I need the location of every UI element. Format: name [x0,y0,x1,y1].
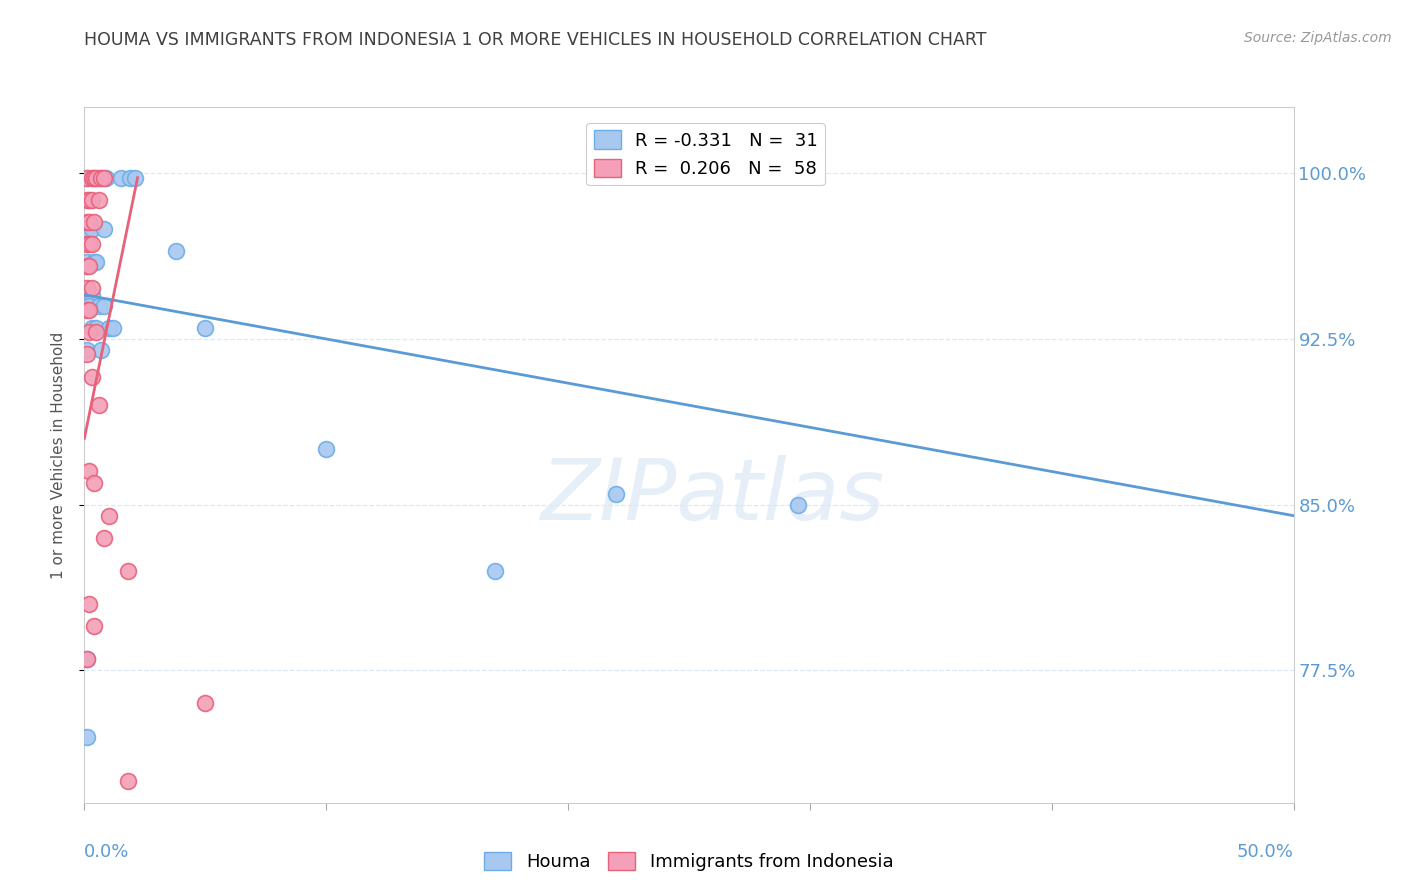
Point [77,597,100,611]
Point [87,299,110,313]
Point [605,486,627,500]
Legend: Houma, Immigrants from Indonesia: Houma, Immigrants from Indonesia [477,845,901,879]
Point [76,254,98,268]
Point [77,303,100,318]
Point [124,170,146,185]
Point [76,259,98,273]
Point [86,170,108,185]
Point [77,237,100,252]
Point [77,193,100,207]
Point [83,475,105,490]
Point [77,326,100,340]
Point [76,170,98,185]
Point [76,237,98,252]
Point [80,193,103,207]
Text: HOUMA VS IMMIGRANTS FROM INDONESIA 1 OR MORE VEHICLES IN HOUSEHOLD CORRELATION C: HOUMA VS IMMIGRANTS FROM INDONESIA 1 OR … [84,31,987,49]
Text: 0.0%: 0.0% [84,843,129,861]
Point [77,299,100,313]
Point [83,619,105,633]
Point [76,215,98,229]
Point [76,193,98,207]
Point [83,170,105,185]
Point [80,237,103,252]
Point [120,170,142,185]
Point [80,321,103,335]
Text: ZIPatlas: ZIPatlas [541,455,886,538]
Point [76,287,98,301]
Point [77,215,100,229]
Point [76,347,98,361]
Point [77,259,100,273]
Point [76,652,98,666]
Point [97,321,120,335]
Point [87,398,110,412]
Point [93,170,115,185]
Point [86,321,108,335]
Point [94,170,117,185]
Point [93,299,115,313]
Point [76,652,98,666]
Text: Source: ZipAtlas.com: Source: ZipAtlas.com [1244,31,1392,45]
Point [110,170,132,185]
Point [76,730,98,744]
Point [194,321,217,335]
Point [484,564,506,578]
Point [76,221,98,235]
Point [786,498,808,512]
Point [86,326,108,340]
Text: 50.0%: 50.0% [1237,843,1294,861]
Point [90,170,112,185]
Point [93,221,115,235]
Point [80,281,103,295]
Legend: R = -0.331   N =  31, R =  0.206   N =  58: R = -0.331 N = 31, R = 0.206 N = 58 [586,123,825,186]
Point [76,170,98,185]
Point [80,369,103,384]
Point [86,254,108,268]
Point [76,303,98,318]
Point [80,170,103,185]
Point [103,321,125,335]
Point [93,531,115,545]
Point [90,343,112,357]
Point [117,564,139,578]
Point [87,170,110,185]
Point [77,465,100,479]
Point [80,221,103,235]
Point [194,697,217,711]
Point [87,193,110,207]
Point [83,254,105,268]
Point [83,215,105,229]
Y-axis label: 1 or more Vehicles in Household: 1 or more Vehicles in Household [51,331,66,579]
Point [315,442,337,457]
Point [97,508,120,523]
Point [165,244,187,258]
Point [80,287,103,301]
Point [76,281,98,295]
Point [117,773,139,788]
Point [76,343,98,357]
